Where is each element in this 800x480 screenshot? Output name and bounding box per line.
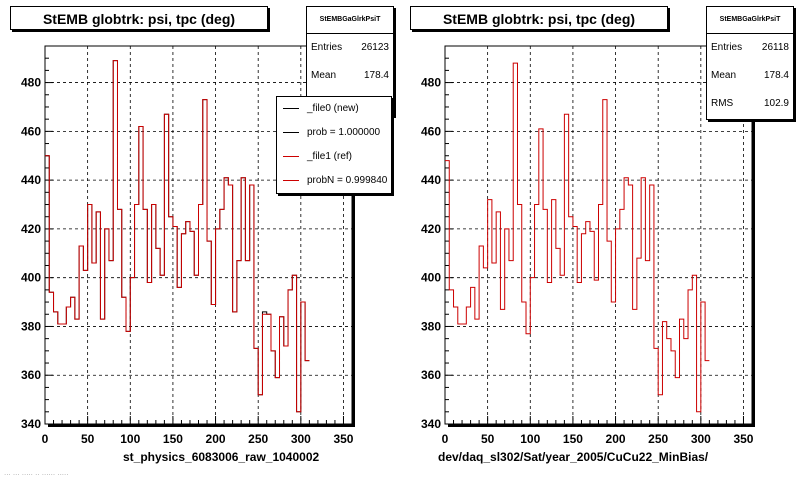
right-stat-mean: Mean 178.4 xyxy=(707,62,793,90)
left-stat-mean-label: Mean xyxy=(311,70,337,81)
left-stats-name: StEMBGaGlrkPsiT xyxy=(307,7,393,34)
right-y-tick-label: 340 xyxy=(421,417,441,431)
legend-line-file1 xyxy=(283,156,299,157)
legend-item-prob: prob = 1.000000 xyxy=(277,121,391,145)
left-y-tick-label: 460 xyxy=(21,124,41,138)
legend-line-file0 xyxy=(283,108,299,109)
legend-label-file0: _file0 (new) xyxy=(307,103,359,114)
right-stat-entries-label: Entries xyxy=(711,42,743,53)
left-legend: _file0 (new) prob = 1.000000 _file1 (ref… xyxy=(276,96,392,194)
left-footer-label: st_physics_6083006_raw_1040002 xyxy=(123,450,320,464)
right-stat-entries-value: 26118 xyxy=(761,42,789,53)
right-histogram-canvas: 0 50 100 150 200 250 300 350 340 360 380 400 420 440 4… xyxy=(421,45,755,446)
legend-item-file0: _file0 (new) xyxy=(277,97,391,121)
right-y-tick-label: 480 xyxy=(421,76,441,90)
left-x-tick-label: 250 xyxy=(248,432,268,446)
left-stat-entries: Entries 26123 xyxy=(307,34,393,62)
right-footer-label: dev/daq_sl302/Sat/year_2005/CuCu22_MinBi… xyxy=(438,450,709,464)
right-y-tick-label: 460 xyxy=(421,124,441,138)
right-x-tick-label: 250 xyxy=(648,432,668,446)
legend-label-file1: _file1 (ref) xyxy=(307,151,353,162)
right-series-0-line xyxy=(445,62,710,413)
right-x-tick-label: 300 xyxy=(691,432,711,446)
right-x-tick-label: 100 xyxy=(520,432,540,446)
right-y-tick-label: 380 xyxy=(421,319,441,333)
legend-line-probn xyxy=(283,180,299,181)
legend-item-file1: _file1 (ref) xyxy=(277,145,391,169)
left-y-tick-label: 440 xyxy=(21,173,41,187)
right-stat-mean-value: 178.4 xyxy=(763,70,789,81)
left-x-tick-label: 350 xyxy=(333,432,353,446)
right-x-tick-label: 200 xyxy=(606,432,626,446)
right-x-tick-label: 350 xyxy=(733,432,753,446)
right-x-tick-label: 150 xyxy=(563,432,583,446)
legend-item-probn: probN = 0.999840 xyxy=(277,169,391,193)
left-faint-note: ... ... ..... .. ...... ..... xyxy=(4,468,69,477)
right-x-tick-label: 0 xyxy=(442,432,449,446)
left-x-tick-label: 150 xyxy=(163,432,183,446)
right-stats-name: StEMBGaGlrkPsiT xyxy=(707,7,793,34)
left-x-tick-label: 100 xyxy=(120,432,140,446)
right-histogram-pad: 0 50 100 150 200 250 300 350 340 360 380 400 420 440 4… xyxy=(400,0,800,480)
left-y-tick-label: 480 xyxy=(21,76,41,90)
right-x-tick-label: 50 xyxy=(481,432,495,446)
left-y-tick-label: 340 xyxy=(21,417,41,431)
right-stats-box: StEMBGaGlrkPsiT Entries 26118 Mean 178.4… xyxy=(706,6,794,120)
right-stat-rms-value: 102.9 xyxy=(763,98,789,109)
left-y-tick-label: 360 xyxy=(21,368,41,382)
right-histogram-title: StEMB globtrk: psi, tpc (deg) xyxy=(410,6,668,30)
left-stat-mean: Mean 178.4 xyxy=(307,62,393,90)
legend-line-prob xyxy=(283,132,299,133)
right-stat-mean-label: Mean xyxy=(711,70,737,81)
left-y-tick-label: 420 xyxy=(21,222,41,236)
right-y-tick-label: 360 xyxy=(421,368,441,382)
left-x-tick-label: 50 xyxy=(81,432,95,446)
left-x-tick-label: 200 xyxy=(206,432,226,446)
left-x-tick-label: 300 xyxy=(291,432,311,446)
left-stat-entries-value: 26123 xyxy=(361,42,389,53)
left-stat-entries-label: Entries xyxy=(311,42,343,53)
left-x-tick-label: 0 xyxy=(42,432,49,446)
right-y-tick-label: 400 xyxy=(421,271,441,285)
right-stat-rms: RMS 102.9 xyxy=(707,90,793,118)
right-stat-rms-label: RMS xyxy=(711,98,734,109)
legend-label-probn: probN = 0.999840 xyxy=(307,175,388,186)
left-histogram-pad: 0 50 100 150 200 250 300 350 340 360 380 400 420 440 4… xyxy=(4,6,394,477)
legend-label-prob: prob = 1.000000 xyxy=(307,127,381,138)
left-stat-mean-value: 178.4 xyxy=(363,70,389,81)
right-y-tick-label: 420 xyxy=(421,222,441,236)
left-histogram-title: StEMB globtrk: psi, tpc (deg) xyxy=(10,6,268,30)
left-y-tick-label: 400 xyxy=(21,271,41,285)
left-y-tick-label: 380 xyxy=(21,319,41,333)
right-stat-entries: Entries 26118 xyxy=(707,34,793,62)
left-series-1-line xyxy=(45,60,310,413)
right-y-tick-label: 440 xyxy=(421,173,441,187)
